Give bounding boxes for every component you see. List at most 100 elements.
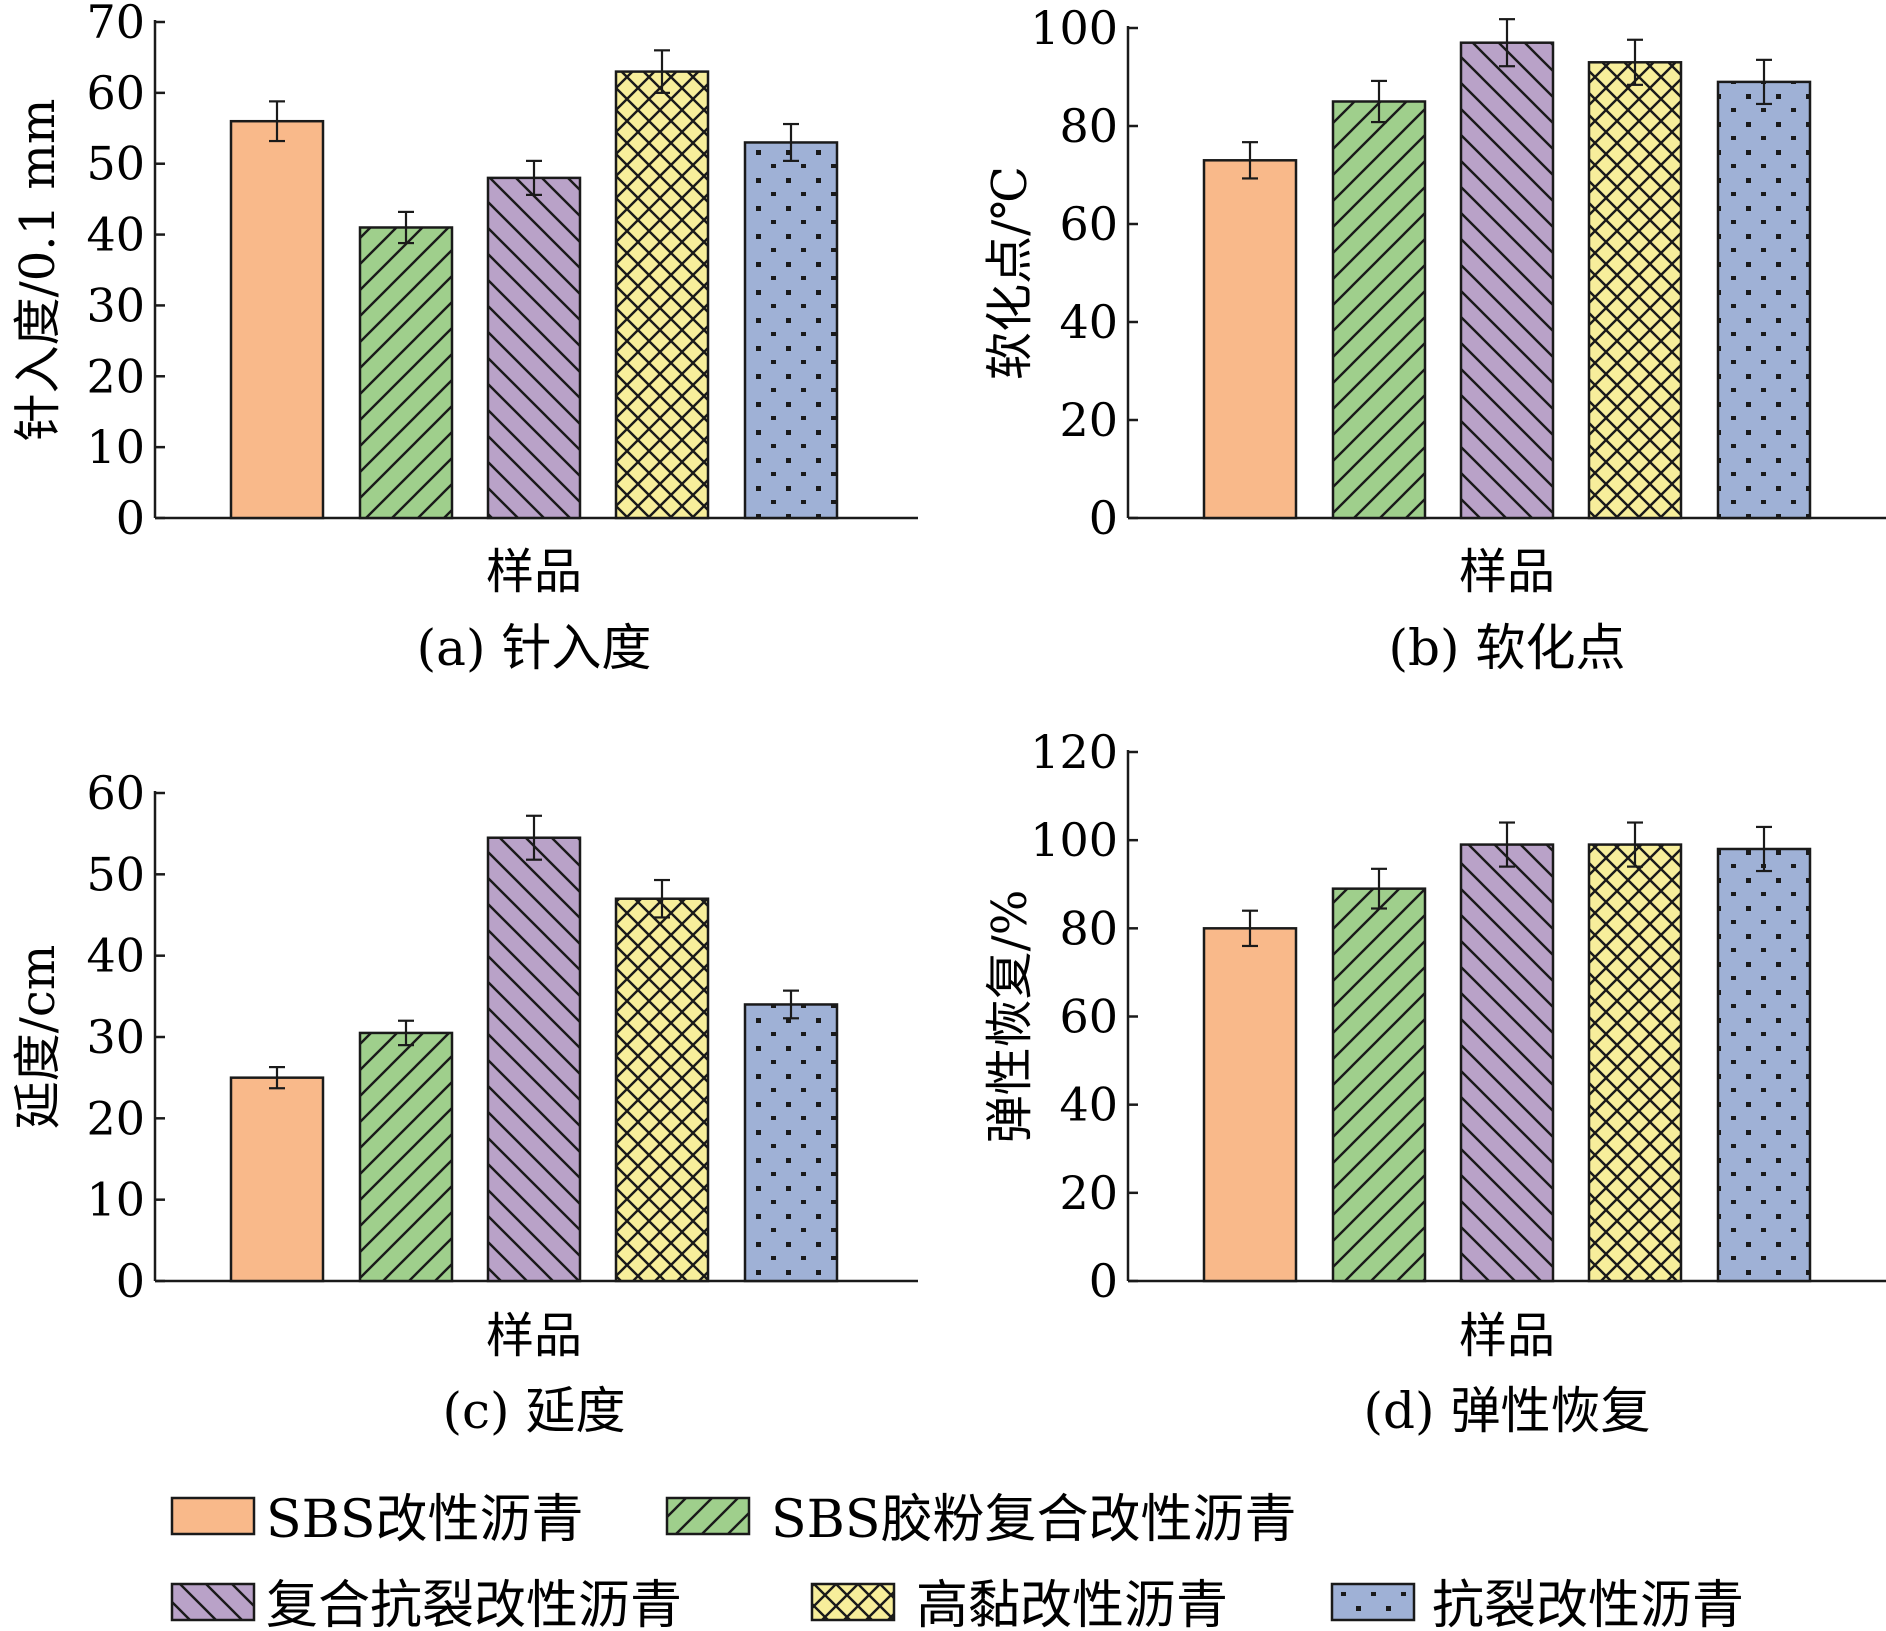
error-bar-0: [1242, 141, 1258, 180]
legend-item-4: 抗裂改性沥青: [1330, 1576, 1744, 1631]
chart-caption: (d) 弹性恢复: [1364, 1382, 1651, 1440]
y-tick-label: 60: [1059, 197, 1118, 251]
bar-2: [1459, 843, 1555, 1283]
legend-label: 抗裂改性沥青: [1432, 1576, 1744, 1631]
error-bar-4: [1756, 58, 1772, 106]
error-bar-2: [1499, 821, 1515, 868]
legend-label: SBS胶粉复合改性沥青: [771, 1490, 1296, 1550]
bar-1: [1331, 887, 1427, 1283]
error-bar-4: [783, 989, 799, 1020]
chart-caption: (a) 针入度: [417, 619, 652, 677]
y-tick-label: 80: [1059, 901, 1118, 955]
error-bar-2: [526, 159, 542, 196]
bar-4: [1716, 80, 1812, 520]
y-axis-title: 软化点/℃: [982, 166, 1038, 380]
legend-item-0: SBS改性沥青: [170, 1490, 583, 1550]
y-tick-label: 50: [86, 847, 145, 901]
y-tick-label: 120: [1030, 725, 1118, 779]
y-tick-label: 70: [86, 0, 145, 49]
bar-1: [1331, 100, 1427, 520]
y-axis-title: 延度/cm: [10, 945, 66, 1130]
y-tick-label: 0: [1089, 1254, 1118, 1308]
legend-swatch: [170, 1582, 256, 1622]
y-tick-label: 20: [1059, 393, 1118, 447]
x-axis-title: 样品: [1459, 544, 1555, 600]
bar-3: [614, 897, 710, 1283]
error-bar-0: [1242, 909, 1258, 948]
error-bar-1: [398, 210, 414, 245]
error-bar-1: [398, 1019, 414, 1047]
y-tick-label: 0: [116, 1254, 145, 1308]
legend-label: 高黏改性沥青: [916, 1576, 1228, 1631]
y-tick-label: 60: [1059, 990, 1118, 1044]
y-axis-title: 弹性恢复/%: [982, 890, 1038, 1144]
legend-item-1: SBS胶粉复合改性沥青: [665, 1490, 1296, 1550]
y-tick-label: 40: [1059, 295, 1118, 349]
x-axis-title: 样品: [486, 544, 582, 600]
bar-3: [1587, 843, 1683, 1283]
chart-panel-0: 0 10 20 30 40 50 60 70 针入度/0.1 mm 样品 (a) 针入度: [10, 0, 918, 677]
legend-swatch: [665, 1496, 751, 1536]
chart-caption: (b) 软化点: [1389, 619, 1626, 677]
bar-2: [1459, 41, 1555, 520]
y-tick-label: 80: [1059, 99, 1118, 153]
y-tick-label: 20: [86, 1091, 145, 1145]
y-tick-label: 0: [1089, 491, 1118, 545]
bar-0: [229, 119, 325, 520]
bar-1: [358, 226, 454, 520]
error-bar-3: [1627, 38, 1643, 86]
bar-0: [229, 1076, 325, 1283]
y-tick-label: 10: [86, 1173, 145, 1227]
legend-label: SBS改性沥青: [266, 1490, 583, 1550]
legend-item-3: 高黏改性沥青: [810, 1576, 1228, 1631]
x-axis-title: 样品: [1459, 1308, 1555, 1364]
bar-0: [1202, 159, 1298, 520]
error-bar-2: [526, 814, 542, 861]
y-tick-label: 10: [86, 420, 145, 474]
y-tick-label: 100: [1030, 1, 1118, 55]
y-tick-label: 100: [1030, 813, 1118, 867]
y-tick-label: 30: [86, 278, 145, 332]
legend-swatch: [1330, 1582, 1416, 1622]
y-tick-label: 40: [1059, 1078, 1118, 1132]
y-axis-title: 针入度/0.1 mm: [10, 99, 66, 442]
legend-swatch: [170, 1496, 256, 1536]
error-bar-4: [783, 122, 799, 162]
y-tick-label: 40: [86, 929, 145, 983]
error-bar-1: [1371, 79, 1387, 124]
legend-item-2: 复合抗裂改性沥青: [170, 1576, 682, 1631]
y-tick-label: 40: [86, 208, 145, 262]
bar-4: [743, 1003, 839, 1283]
y-tick-label: 50: [86, 137, 145, 191]
error-bar-3: [654, 49, 670, 94]
chart-panel-1: 0 20 40 60 80 100 软化点/℃ 样品 (b) 软化点: [982, 1, 1886, 677]
chart-panel-2: 0 10 20 30 40 50 60 延度/cm 样品 (c) 延度: [10, 766, 918, 1440]
chart-panel-3: 0 20 40 60 80 100 120 弹性恢复/% 样品 (d) 弹性恢复: [982, 725, 1886, 1440]
bar-0: [1202, 927, 1298, 1283]
y-tick-label: 20: [1059, 1166, 1118, 1220]
error-bar-4: [1756, 825, 1772, 873]
y-tick-label: 60: [86, 66, 145, 120]
chart-caption: (c) 延度: [443, 1382, 626, 1440]
error-bar-3: [654, 878, 670, 919]
bar-2: [486, 836, 582, 1283]
legend-swatch: [810, 1582, 896, 1622]
y-tick-label: 30: [86, 1010, 145, 1064]
y-tick-label: 20: [86, 349, 145, 403]
error-bar-1: [1371, 867, 1387, 910]
bar-2: [486, 176, 582, 520]
error-bar-2: [1499, 18, 1515, 68]
y-tick-label: 60: [86, 766, 145, 820]
error-bar-0: [269, 100, 285, 143]
bar-3: [1587, 61, 1683, 520]
x-axis-title: 样品: [486, 1308, 582, 1364]
bar-4: [743, 141, 839, 520]
legend-label: 复合抗裂改性沥青: [266, 1576, 682, 1631]
bar-3: [614, 70, 710, 520]
y-tick-label: 0: [116, 491, 145, 545]
error-bar-3: [1627, 821, 1643, 868]
bar-1: [358, 1031, 454, 1283]
bar-4: [1716, 847, 1812, 1283]
error-bar-0: [269, 1065, 285, 1090]
